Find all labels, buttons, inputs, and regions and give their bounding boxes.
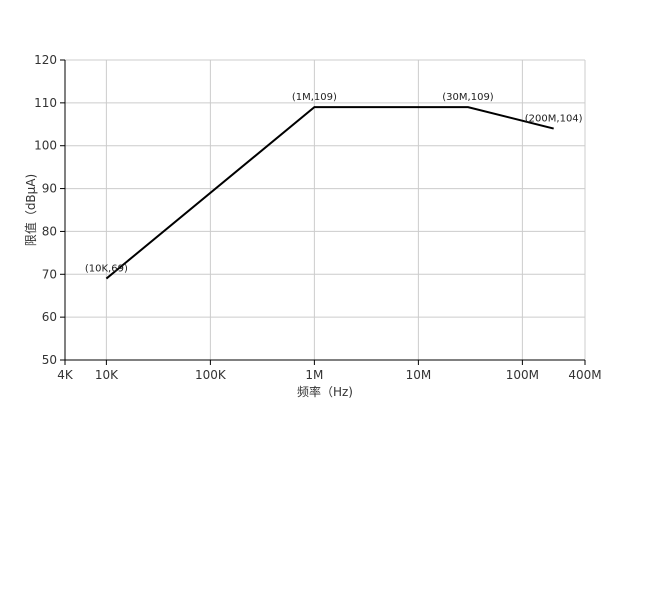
grid (64, 59, 586, 361)
x-tick-label: 1M (305, 368, 323, 382)
data-label: (10K,69) (85, 264, 128, 275)
x-tick-label: 100K (195, 368, 227, 382)
y-tick-label: 60 (42, 310, 57, 324)
x-tick-label: 10M (406, 368, 432, 382)
y-tick-label: 50 (42, 353, 57, 367)
y-tick-label: 70 (42, 267, 57, 281)
data-labels: (10K,69) (1M,109) (30M,109) (200M,104) (85, 92, 583, 274)
data-label: (1M,109) (292, 92, 337, 103)
x-tick-label: 100M (506, 368, 539, 382)
y-tick-label: 80 (42, 224, 57, 238)
series-line (105, 106, 554, 280)
x-tick-label: 400M (568, 368, 601, 382)
y-tick-label: 100 (34, 139, 57, 153)
y-tick-label: 90 (42, 182, 57, 196)
x-tick-label: 10K (95, 368, 119, 382)
data-label: (200M,104) (525, 114, 583, 125)
y-tick-label: 120 (34, 53, 57, 67)
series-layer (105, 106, 554, 280)
y-axis-title: 限值（dBμA) (23, 174, 38, 246)
x-tick-label: 4K (57, 368, 74, 382)
axes: 50 60 70 80 90 100 110 120 4K 10K 100K 1M 10M 100M 400… (34, 53, 602, 382)
x-axis-title: 频率（Hz) (297, 384, 353, 399)
data-label: (30M,109) (442, 92, 494, 103)
y-tick-label: 110 (34, 96, 57, 110)
